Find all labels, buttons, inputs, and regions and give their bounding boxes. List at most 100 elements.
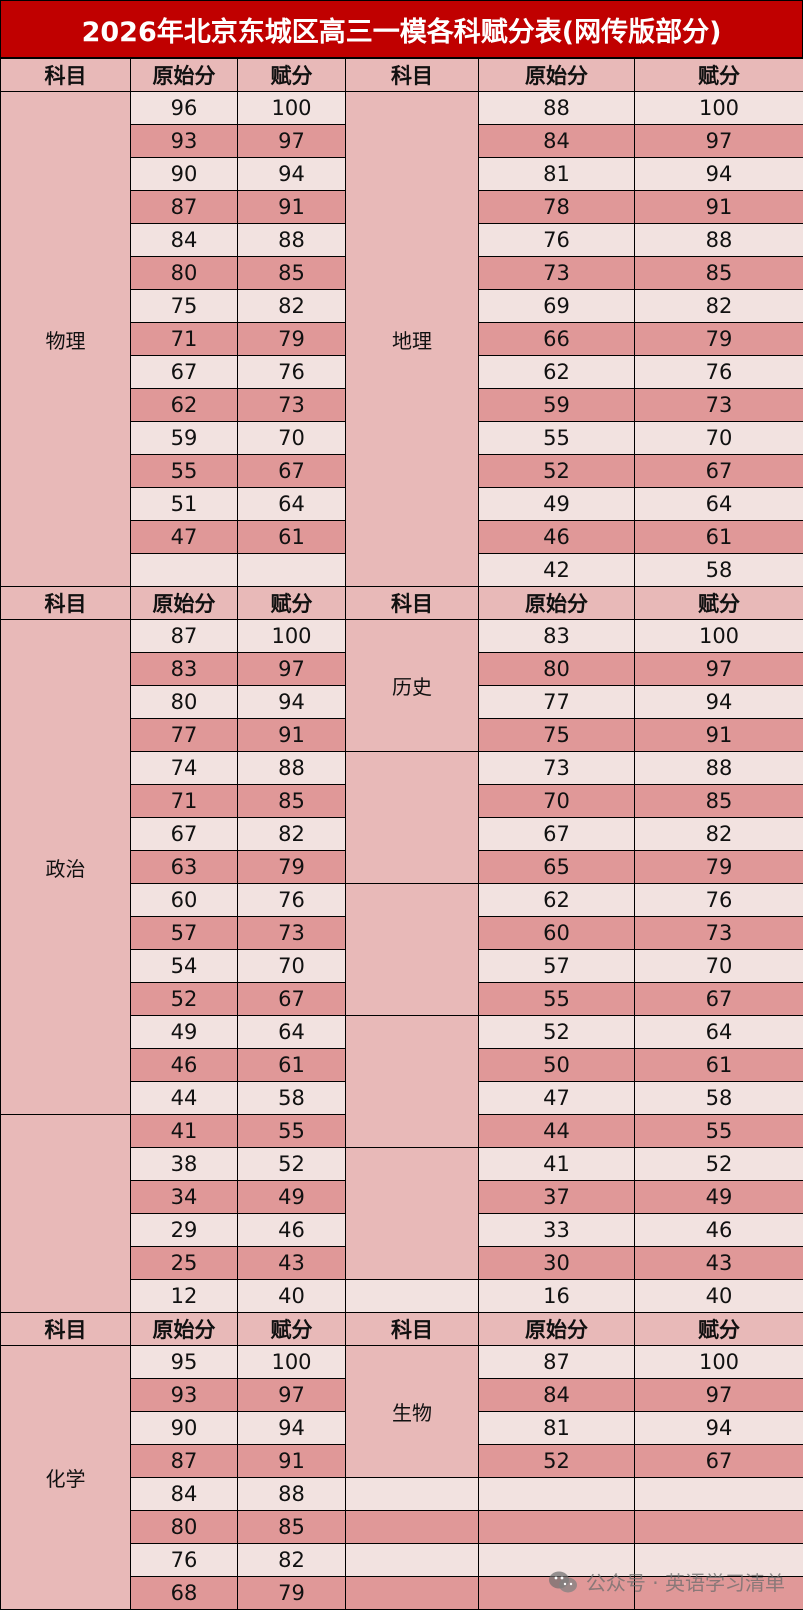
scaled-score-cell: 79 [237, 850, 346, 884]
scaled-score-cell: 85 [634, 784, 803, 818]
table-row: 物理 96 100 地理 88 100 [0, 91, 803, 587]
column-header: 科目 [345, 58, 479, 92]
raw-score-cell: 81 [478, 157, 635, 191]
scaled-score-cell: 94 [237, 157, 346, 191]
table-row: 55 67 52 67 [1, 454, 803, 488]
raw-score-cell: 46 [478, 520, 635, 554]
raw-score-cell: 30 [478, 1246, 635, 1280]
raw-score-cell: 52 [478, 1444, 635, 1478]
raw-score-cell: 59 [130, 421, 238, 455]
scaled-score-cell: 91 [634, 190, 803, 224]
raw-score-cell: 87 [130, 190, 238, 224]
column-header: 赋分 [237, 58, 346, 92]
scaled-score-cell: 88 [634, 223, 803, 257]
table-row: 41 55 44 55 [0, 1114, 803, 1313]
raw-score-cell: 71 [130, 784, 238, 818]
scaled-score-cell: 73 [634, 916, 803, 950]
raw-score-cell: 49 [130, 1015, 238, 1049]
raw-score-cell: 83 [130, 652, 238, 686]
scaled-score-cell: 82 [634, 289, 803, 323]
scaled-score-cell: 67 [634, 1444, 803, 1478]
page-title: 2026年北京东城区高三一模各科赋分表(网传版部分) [0, 0, 803, 58]
raw-score-cell: 84 [478, 1378, 635, 1412]
scaled-score-cell: 73 [237, 916, 346, 950]
raw-score-cell: 29 [130, 1213, 238, 1247]
raw-score-cell: 55 [130, 454, 238, 488]
raw-score-cell: 69 [478, 289, 635, 323]
table-row: 67 76 62 76 [1, 355, 803, 389]
scaled-score-cell: 64 [634, 1015, 803, 1049]
subject-cell: 政治 [0, 619, 131, 1115]
scaled-score-cell: 97 [237, 1378, 346, 1412]
scaled-score-cell: 94 [634, 1411, 803, 1445]
table-row: 80 94 77 94 [1, 685, 803, 719]
header-row: 科目 原始分 赋分 科目 原始分 赋分 [0, 58, 803, 92]
scaled-score-cell: 100 [634, 619, 803, 653]
scaled-score-cell: 61 [634, 520, 803, 554]
raw-score-cell: 76 [130, 1543, 238, 1577]
table-row: 60 76 62 76 [1, 883, 803, 1016]
table-row: 49 64 52 64 [1, 1015, 803, 1148]
subject-cell [345, 1477, 479, 1511]
raw-score-cell: 96 [130, 91, 238, 125]
scaled-score-cell: 94 [634, 685, 803, 719]
subject-cell [345, 751, 479, 884]
column-header: 科目 [0, 1312, 131, 1346]
table-row: 54 70 57 70 [1, 949, 803, 983]
raw-score-cell: 60 [130, 883, 238, 917]
subject-cell [0, 1114, 131, 1313]
raw-score-cell: 62 [130, 388, 238, 422]
table-row: 93 97 84 97 [1, 124, 803, 158]
scaled-score-cell: 58 [237, 1081, 346, 1115]
raw-score-cell: 41 [478, 1147, 635, 1181]
subject-cell [345, 1015, 479, 1148]
table-row: 52 67 55 67 [1, 982, 803, 1016]
table-row: 68 79 [1, 1576, 803, 1610]
scaled-score-cell: 97 [634, 124, 803, 158]
scaled-score-cell: 79 [634, 322, 803, 356]
scaled-score-cell: 52 [237, 1147, 346, 1181]
raw-score-cell: 90 [130, 157, 238, 191]
scaled-score-cell: 82 [634, 817, 803, 851]
raw-score-cell: 67 [130, 817, 238, 851]
column-header: 原始分 [478, 586, 635, 620]
scaled-score-cell: 100 [237, 1345, 346, 1379]
table-row: 87 91 78 91 [1, 190, 803, 224]
table-row: 化学 95 100 生物 87 100 [0, 1345, 803, 1610]
scaled-score-cell: 88 [237, 1477, 346, 1511]
table-row: 42 58 [1, 553, 803, 587]
raw-score-cell: 37 [478, 1180, 635, 1214]
scaled-score-cell: 88 [634, 751, 803, 785]
scaled-score-cell: 85 [237, 256, 346, 290]
watermark: 公众号 · 英语学习清单 [548, 1567, 785, 1596]
raw-score-cell: 95 [130, 1345, 238, 1379]
scaled-score-cell: 85 [237, 1510, 346, 1544]
scaled-score-cell: 91 [237, 190, 346, 224]
subject-cell [345, 1543, 479, 1577]
scaled-score-cell: 64 [237, 487, 346, 521]
scaled-score-cell: 40 [634, 1279, 803, 1313]
table-row: 38 52 41 52 [1, 1147, 803, 1280]
scaled-score-cell: 100 [237, 619, 346, 653]
raw-score-cell: 50 [478, 1048, 635, 1082]
raw-score-cell: 73 [478, 256, 635, 290]
raw-score-cell: 76 [478, 223, 635, 257]
table-row: 71 85 70 85 [1, 784, 803, 818]
subject-cell [345, 1147, 479, 1280]
raw-score-cell: 84 [130, 223, 238, 257]
subject-cell: 地理 [345, 91, 479, 587]
table-row: 67 82 67 82 [1, 817, 803, 851]
raw-score-cell: 47 [130, 520, 238, 554]
table-row: 75 82 69 82 [1, 289, 803, 323]
scaled-score-cell: 94 [237, 1411, 346, 1445]
raw-score-cell [478, 1510, 635, 1544]
scaled-score-cell: 70 [634, 421, 803, 455]
scaled-score-cell: 88 [237, 223, 346, 257]
column-header: 原始分 [130, 58, 238, 92]
raw-score-cell: 70 [478, 784, 635, 818]
raw-score-cell: 74 [130, 751, 238, 785]
column-header: 赋分 [634, 58, 803, 92]
raw-score-cell: 52 [478, 454, 635, 488]
scaled-score-cell: 76 [237, 355, 346, 389]
raw-score-cell: 59 [478, 388, 635, 422]
